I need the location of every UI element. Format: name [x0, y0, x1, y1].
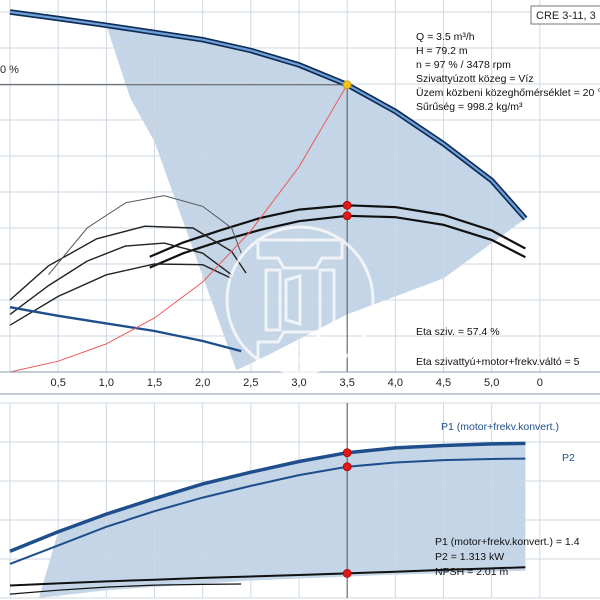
info-line-speed: n = 97 % / 3478 rpm	[416, 59, 511, 71]
model-label: CRE 3-11, 3	[536, 10, 596, 22]
info-line-medium: Szivattyúzott közeg = Víz	[416, 73, 534, 85]
x-tick-label: 1,0	[99, 377, 114, 389]
watermark-glyph-bottom	[256, 330, 344, 362]
curve-eta-small-2	[9, 242, 233, 315]
power-points	[342, 448, 352, 578]
power-info-block: P1 (motor+frekv.konvert.) = 1.4 P2 = 1.3…	[435, 536, 580, 578]
x-tick-label: 0,5	[51, 377, 66, 389]
info-line-head: H = 79.2 m	[416, 45, 468, 57]
x-tick-label: 3,0	[291, 377, 306, 389]
curve-head-min	[9, 306, 242, 353]
curve-npsh-min	[9, 583, 242, 595]
x-tick-label: 2,0	[195, 377, 210, 389]
point-duty	[342, 80, 352, 90]
watermark-logo	[225, 225, 375, 375]
watermark-glyph-left	[264, 268, 302, 332]
x-tick-label: 4,5	[436, 377, 451, 389]
p1-value-label: P1 (motor+frekv.konvert.) = 1.4	[435, 536, 580, 548]
head-points	[342, 80, 352, 221]
watermark-glyph-right	[318, 268, 336, 332]
info-line-flow: Q = 3.5 m³/h	[416, 31, 475, 43]
model-label-box: CRE 3-11, 3	[530, 5, 600, 25]
x-tick-label: 2,5	[243, 377, 258, 389]
top-left-percent-label: 0 %	[0, 64, 19, 76]
info-line-temperature: Üzem közbeni közeghőmérséklet = 20 °C	[416, 87, 600, 99]
power-grid	[0, 402, 600, 599]
p1-curve-label: P1 (motor+frekv.konvert.)	[441, 421, 559, 433]
p2-curve-label: P2	[562, 452, 575, 464]
point-p1	[342, 448, 352, 458]
info-line-density: Sűrűség = 998.2 kg/m³	[416, 101, 523, 113]
x-tick-label: 4,0	[388, 377, 403, 389]
point-npsh	[342, 569, 352, 578]
x-tick-label: 5,0	[484, 377, 499, 389]
npsh-value-label: NPSH = 2.01 m	[435, 566, 508, 578]
x-tick-label: 0	[537, 377, 543, 389]
eta-total-label: Eta szivattyú+motor+frekv.váltó = 5	[416, 356, 580, 368]
model-label-frame	[530, 5, 600, 25]
head-curve	[9, 10, 527, 220]
eta-pump-label: Eta sziv. = 57.4 %	[416, 326, 500, 338]
curve-p2	[9, 457, 526, 565]
curve-p1	[9, 441, 526, 553]
eta-info-block: Eta sziv. = 57.4 % Eta szivattyú+motor+f…	[416, 326, 580, 368]
head-curves	[0, 9, 528, 373]
curve-system-curve	[9, 84, 348, 373]
x-tick-labels: 0,5 1,0 1,5 2,0 2,5 3,0 3,5 4,0 4,5 5,0 0	[51, 377, 543, 389]
power-curves	[9, 403, 526, 598]
x-tick-label: 3,5	[340, 377, 355, 389]
point-eta-pump	[342, 200, 352, 210]
curve-eta-small-thin	[48, 195, 242, 276]
curve-eta-total	[149, 214, 526, 269]
watermark-ring	[225, 225, 375, 375]
power-panel: P1 (motor+frekv.konvert.) P2 P1 (motor+f…	[0, 402, 600, 599]
point-p2	[342, 462, 352, 472]
p2-value-label: P2 = 1.313 kW	[435, 551, 504, 563]
operating-range-shading	[106, 25, 526, 371]
curve-eta-pump	[149, 204, 526, 258]
curve-eta-small-3	[9, 263, 232, 326]
point-eta-total	[342, 211, 352, 221]
curve-npsh	[9, 566, 526, 587]
x-tick-label: 1,5	[147, 377, 162, 389]
duty-info-block: Q = 3.5 m³/h H = 79.2 m n = 97 % / 3478 …	[416, 31, 600, 113]
watermark-glyph-top	[256, 238, 344, 270]
